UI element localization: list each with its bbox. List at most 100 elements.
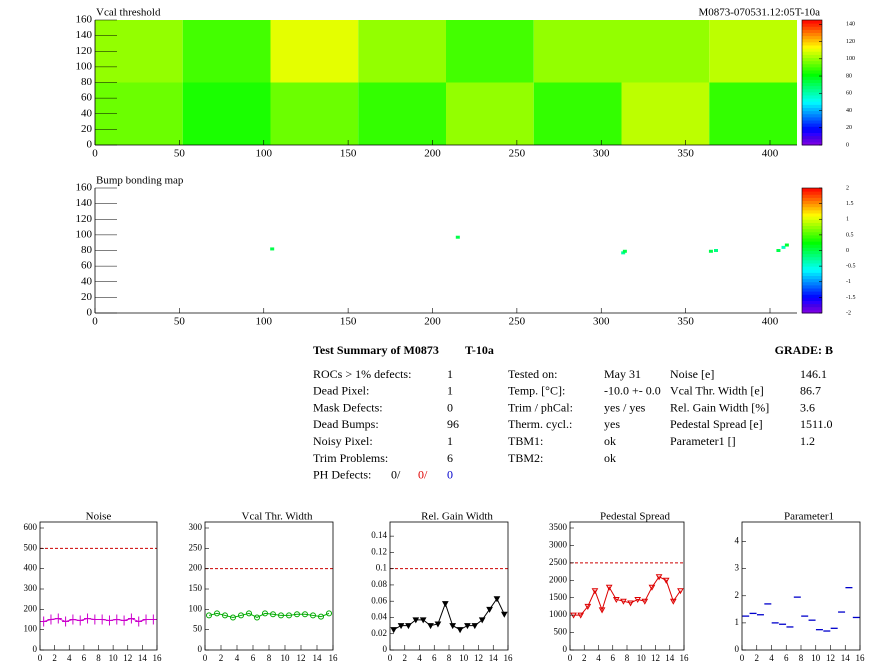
marker (254, 614, 260, 621)
colorbar-step (802, 70, 822, 74)
marker (302, 611, 308, 618)
heatmap-cell (270, 82, 359, 145)
marker (627, 600, 634, 607)
marker (69, 614, 77, 625)
x-tick-label: 0 (203, 653, 208, 663)
y-tick-label: 3500 (549, 522, 568, 532)
colorbar-step (802, 129, 822, 133)
x-tick-label: 6 (611, 653, 616, 663)
y-tick-label: 60 (81, 92, 93, 104)
colorbar-step (802, 120, 822, 124)
colorbar-label: -1 (846, 279, 851, 285)
summary-value: yes (604, 417, 620, 431)
y-tick-label: 300 (189, 522, 203, 532)
colorbar-step (802, 309, 822, 314)
colorbar-step (802, 66, 822, 71)
colorbar-step (802, 91, 822, 96)
x-tick-label: 4 (596, 653, 601, 663)
colorbar-step (802, 213, 822, 217)
chart-title: Vcal threshold (96, 7, 161, 19)
y-tick-label: 40 (81, 107, 93, 119)
series-line (208, 612, 330, 619)
summary-label: Parameter1 [] (670, 434, 736, 448)
marker (120, 615, 128, 626)
marker (142, 614, 150, 625)
y-tick-label: 600 (24, 522, 38, 532)
heatmap-cell (533, 20, 622, 83)
summary-grade: GRADE: B (775, 343, 833, 357)
y-tick-label: 100 (76, 60, 93, 72)
x-tick-label: 100 (256, 316, 273, 328)
summary-value: 1.2 (800, 434, 815, 448)
marker (40, 616, 48, 627)
x-tick-label: 12 (474, 653, 483, 663)
summary-value: 1 (447, 367, 453, 381)
x-tick-label: 4 (769, 653, 774, 663)
x-tick-label: 10 (109, 653, 119, 663)
marker (577, 612, 585, 619)
summary-value: 1 (447, 434, 453, 448)
x-tick-label: 14 (841, 653, 851, 663)
x-tick-label: 0 (740, 653, 745, 663)
marker (230, 614, 236, 621)
summary-value: 0/ (418, 468, 428, 482)
series-line (573, 576, 681, 616)
summary-label: Pedestal Spread [e] (670, 417, 763, 431)
x-tick-label: 250 (509, 148, 526, 160)
colorbar-step (802, 51, 822, 55)
colorbar-step (802, 222, 822, 226)
marker (105, 615, 113, 626)
y-tick-label: 100 (76, 228, 93, 240)
marker (669, 598, 677, 605)
chart-title: Parameter1 (784, 511, 834, 523)
x-tick-label: 350 (677, 148, 694, 160)
x-tick-label: 12 (651, 653, 660, 663)
colorbar-step (802, 98, 822, 102)
marker (278, 612, 284, 619)
x-tick-label: 10 (637, 653, 647, 663)
bump-point (455, 235, 460, 239)
y-tick-label: 50 (193, 624, 203, 634)
y-tick-label: 500 (554, 627, 568, 637)
y-tick-label: 0 (735, 644, 740, 654)
colorbar-frame (801, 19, 823, 146)
summary-value: 0/ (391, 468, 401, 482)
colorbar-step (802, 188, 822, 192)
summary-label: Mask Defects: (313, 400, 383, 414)
summary-value: 96 (447, 417, 459, 431)
marker (222, 612, 228, 619)
summary-value: 86.7 (800, 384, 821, 398)
colorbar-step (802, 244, 822, 248)
colorbar-label: 0.5 (846, 232, 854, 238)
colorbar-step (802, 247, 822, 251)
x-tick-label: 400 (762, 148, 779, 160)
colorbar-label: 100 (846, 56, 855, 62)
marker (591, 588, 599, 595)
y-tick-label: 120 (76, 45, 93, 57)
y-tick-label: 60 (81, 260, 93, 272)
colorbar-step (802, 231, 822, 236)
colorbar-step (802, 281, 822, 286)
colorbar-label: 0 (846, 248, 849, 254)
colorbar-step (802, 135, 822, 140)
marker (397, 623, 405, 630)
colorbar-label: -0.5 (846, 264, 856, 270)
colorbar-step (802, 107, 822, 112)
marker (246, 610, 252, 617)
y-tick-label: 20 (81, 291, 93, 303)
bump-point (784, 243, 789, 247)
x-tick-label: 2 (403, 653, 408, 663)
colorbar-step (802, 76, 822, 80)
colorbar-step (802, 288, 822, 292)
summary-label: PH Defects: (313, 468, 371, 482)
marker (286, 612, 292, 619)
x-tick-label: 16 (680, 653, 690, 663)
summary-label: Trim / phCal: (508, 400, 573, 414)
marker (318, 613, 324, 620)
series-line (393, 597, 505, 631)
x-tick-label: 0 (92, 316, 98, 328)
marker (605, 584, 613, 591)
x-tick-label: 10 (281, 653, 291, 663)
x-tick-label: 150 (340, 148, 357, 160)
summary-value: yes / yes (604, 400, 646, 414)
